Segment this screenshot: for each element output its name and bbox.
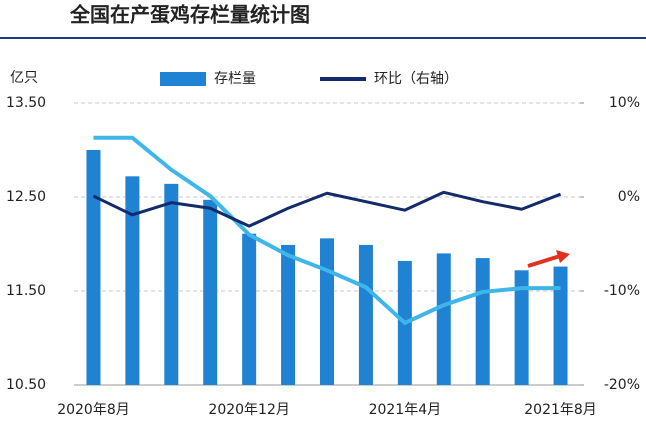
bar xyxy=(281,244,296,385)
legend-label: 环比（右轴） xyxy=(374,71,458,87)
y2-tick-label: 10% xyxy=(609,95,640,111)
legend-label: 存栏量 xyxy=(214,71,256,87)
bar xyxy=(514,270,529,385)
y2-tick-label: 0% xyxy=(618,189,640,205)
line xyxy=(92,190,562,228)
y-tick-label: 11.50 xyxy=(6,283,46,299)
x-tick-label: 2021年8月 xyxy=(524,402,597,418)
x-tick-label: 2021年4月 xyxy=(369,402,442,418)
y-tick-label: 10.50 xyxy=(6,377,46,393)
x-tick-label: 2020年8月 xyxy=(57,402,130,418)
bar xyxy=(475,258,490,385)
y-tick-label: 13.50 xyxy=(6,95,46,111)
y2-tick-label: -10% xyxy=(604,283,640,299)
y-axis-label: 亿只 xyxy=(10,70,38,86)
bar xyxy=(164,183,179,385)
y-tick-label: 12.50 xyxy=(6,189,46,205)
x-tick-label: 2020年12月 xyxy=(208,402,289,418)
y2-tick-label: -20% xyxy=(604,377,640,393)
trend-arrow xyxy=(527,254,561,268)
bar xyxy=(436,253,451,385)
bar xyxy=(86,150,101,385)
bar xyxy=(320,238,334,385)
legend-swatch xyxy=(160,72,206,86)
chart-title: 全国在产蛋鸡存栏量统计图 xyxy=(69,3,310,27)
bar xyxy=(125,176,140,385)
line xyxy=(93,135,561,325)
bar xyxy=(553,266,568,385)
bar xyxy=(358,244,373,385)
trend-arrow-head xyxy=(556,250,570,263)
bar xyxy=(203,199,218,385)
bar xyxy=(242,233,257,385)
